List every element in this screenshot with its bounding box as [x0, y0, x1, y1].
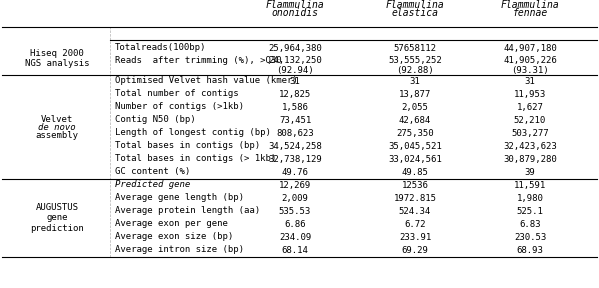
Text: 33,024,561: 33,024,561	[388, 155, 442, 164]
Text: AUGUSTUS
gene
prediction: AUGUSTUS gene prediction	[30, 203, 84, 233]
Text: 73,451: 73,451	[279, 116, 311, 125]
Text: 1,980: 1,980	[516, 194, 543, 203]
Text: 68.93: 68.93	[516, 246, 543, 255]
Text: 13,877: 13,877	[399, 90, 431, 99]
Text: Length of longest contig (bp): Length of longest contig (bp)	[115, 128, 271, 137]
Text: Number of contigs (>1kb): Number of contigs (>1kb)	[115, 102, 244, 111]
Text: 12,825: 12,825	[279, 90, 311, 99]
Text: elastica: elastica	[392, 8, 438, 18]
Text: (93.31): (93.31)	[511, 65, 549, 75]
Text: 535.53: 535.53	[279, 207, 311, 216]
Text: 1972.815: 1972.815	[394, 194, 437, 203]
Text: 233.91: 233.91	[399, 233, 431, 242]
Text: 53,555,252: 53,555,252	[388, 56, 442, 65]
Text: Contig N50 (bp): Contig N50 (bp)	[115, 115, 196, 124]
Text: 68.14: 68.14	[282, 246, 308, 255]
Text: Optimised Velvet hash value (kmer): Optimised Velvet hash value (kmer)	[115, 76, 298, 85]
Text: 35,045,521: 35,045,521	[388, 142, 442, 151]
Text: 34,524,258: 34,524,258	[268, 142, 322, 151]
Text: fennae: fennae	[512, 8, 547, 18]
Text: Average exon per gene: Average exon per gene	[115, 219, 228, 228]
Text: 32,423,623: 32,423,623	[503, 142, 557, 151]
Text: 234.09: 234.09	[279, 233, 311, 242]
Text: 49.76: 49.76	[282, 168, 308, 177]
Text: 39: 39	[525, 168, 536, 177]
Text: Total bases in contigs (bp): Total bases in contigs (bp)	[115, 141, 260, 150]
Text: 6.86: 6.86	[285, 220, 305, 229]
Text: Flammulina: Flammulina	[501, 0, 559, 10]
Text: Predicted gene: Predicted gene	[115, 180, 190, 189]
Text: 57658112: 57658112	[394, 44, 437, 53]
Text: 25,964,380: 25,964,380	[268, 44, 322, 53]
Text: Flammulina: Flammulina	[386, 0, 444, 10]
Text: Totalreads(100bp): Totalreads(100bp)	[115, 43, 207, 52]
Text: 31: 31	[290, 77, 300, 86]
Text: 30,879,280: 30,879,280	[503, 155, 557, 164]
Text: Average exon size (bp): Average exon size (bp)	[115, 232, 233, 241]
Text: Average gene length (bp): Average gene length (bp)	[115, 193, 244, 202]
Text: 12,269: 12,269	[279, 181, 311, 190]
Text: (92.94): (92.94)	[276, 65, 314, 75]
Text: 44,907,180: 44,907,180	[503, 44, 557, 53]
Text: Flammulina: Flammulina	[265, 0, 325, 10]
Text: Average intron size (bp): Average intron size (bp)	[115, 245, 244, 254]
Text: 11,953: 11,953	[514, 90, 546, 99]
Text: 24,132,250: 24,132,250	[268, 56, 322, 65]
Text: Total number of contigs: Total number of contigs	[115, 89, 238, 98]
Text: 6.72: 6.72	[404, 220, 426, 229]
Text: Total bases in contigs (> 1kb): Total bases in contigs (> 1kb)	[115, 154, 276, 163]
Text: 42,684: 42,684	[399, 116, 431, 125]
Text: 2,055: 2,055	[401, 103, 428, 112]
Text: 32,738,129: 32,738,129	[268, 155, 322, 164]
Text: 31: 31	[525, 77, 536, 86]
Text: 1,627: 1,627	[516, 103, 543, 112]
Text: 230.53: 230.53	[514, 233, 546, 242]
Text: 275,350: 275,350	[396, 129, 434, 138]
Text: 11,591: 11,591	[514, 181, 546, 190]
Text: 808,623: 808,623	[276, 129, 314, 138]
Text: 69.29: 69.29	[401, 246, 428, 255]
Text: 52,210: 52,210	[514, 116, 546, 125]
Text: 503,277: 503,277	[511, 129, 549, 138]
Text: 525.1: 525.1	[516, 207, 543, 216]
Text: assembly: assembly	[35, 130, 78, 139]
Text: 1,586: 1,586	[282, 103, 308, 112]
Text: 2,009: 2,009	[282, 194, 308, 203]
Text: 41,905,226: 41,905,226	[503, 56, 557, 65]
Text: Hiseq 2000
NGS analysis: Hiseq 2000 NGS analysis	[25, 49, 89, 68]
Text: 12536: 12536	[401, 181, 428, 190]
Text: ononidis: ononidis	[271, 8, 319, 18]
Text: GC content (%): GC content (%)	[115, 167, 190, 176]
Text: Reads  after trimming (%), >Q30: Reads after trimming (%), >Q30	[115, 56, 282, 65]
Text: 524.34: 524.34	[399, 207, 431, 216]
Text: 31: 31	[410, 77, 420, 86]
Text: Velvet: Velvet	[41, 115, 73, 124]
Text: 6.83: 6.83	[519, 220, 541, 229]
Text: Average protein length (aa): Average protein length (aa)	[115, 206, 260, 215]
Text: 49.85: 49.85	[401, 168, 428, 177]
Text: (92.88): (92.88)	[396, 65, 434, 75]
Text: de novo: de novo	[38, 122, 76, 132]
